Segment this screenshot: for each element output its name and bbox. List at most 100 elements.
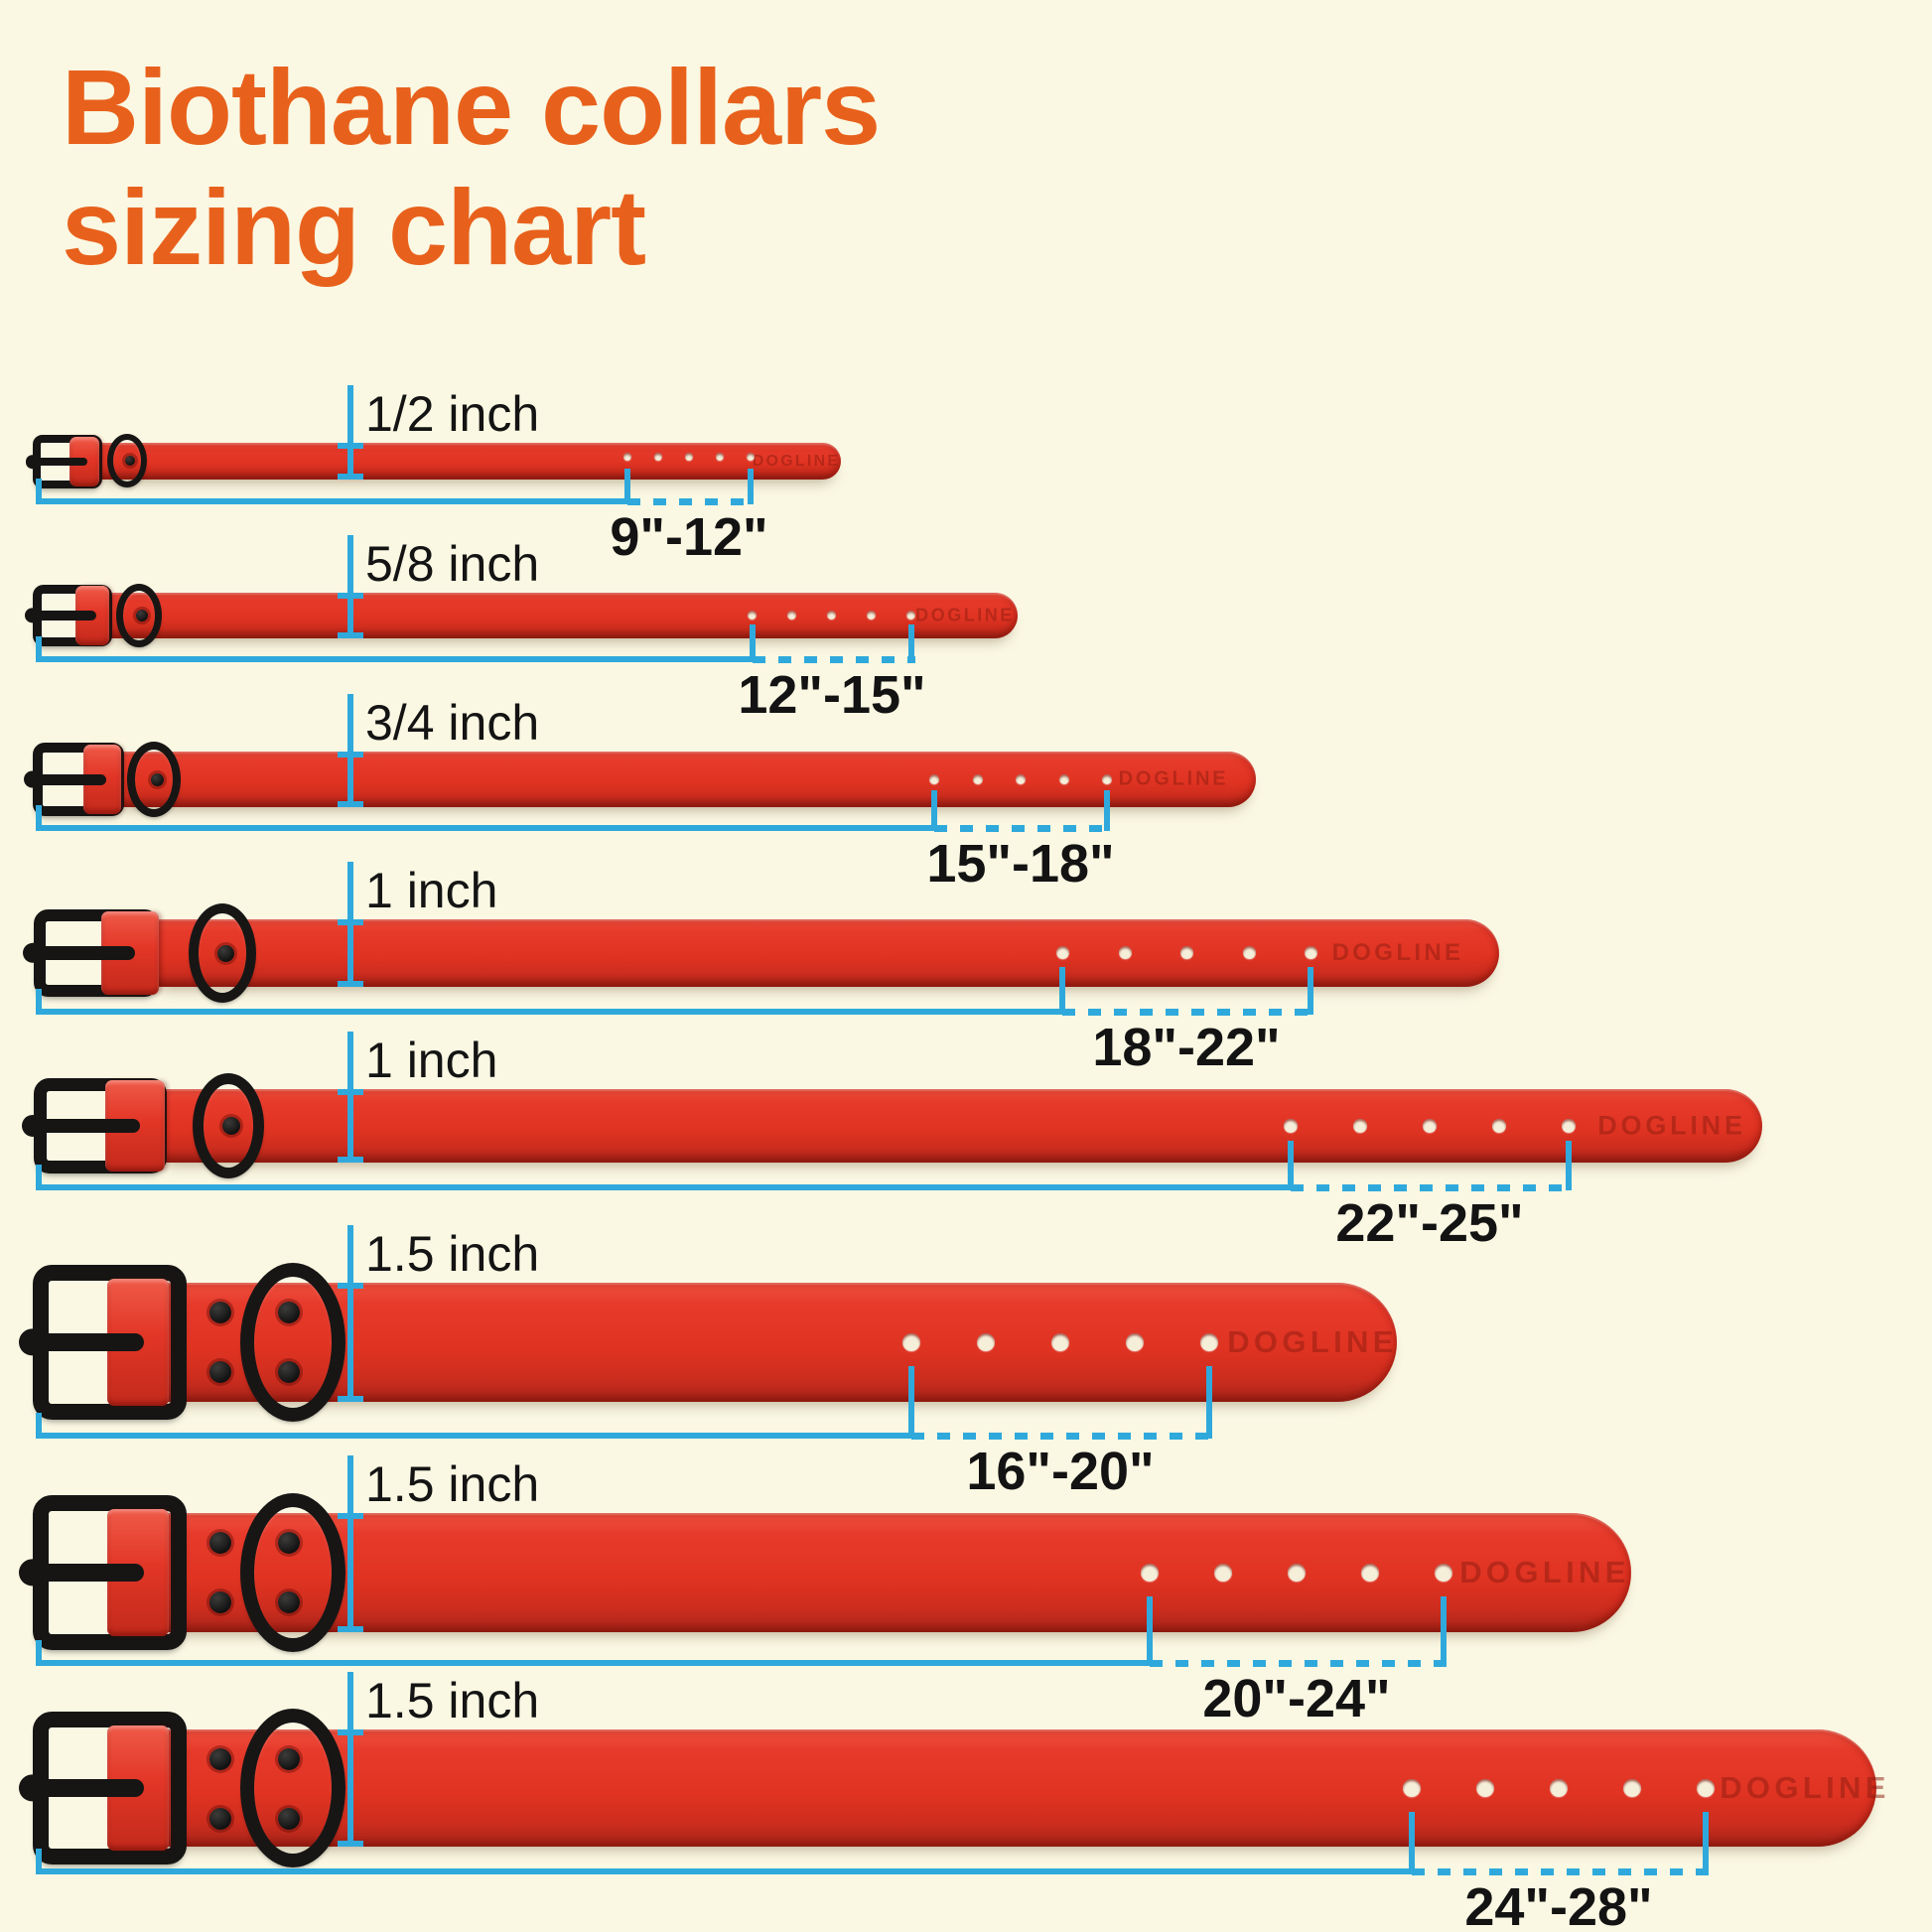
width-measure-line — [338, 694, 363, 807]
d-ring — [127, 742, 181, 817]
hole — [1423, 1119, 1437, 1133]
collar-width-label: 1 inch — [365, 863, 498, 918]
hole — [1214, 1564, 1232, 1582]
hole — [929, 774, 939, 784]
rivet — [209, 1748, 231, 1770]
rivet — [278, 1532, 300, 1554]
rivet — [278, 1302, 300, 1323]
d-ring — [189, 903, 256, 1003]
size-range-label: 9"-12" — [610, 507, 768, 567]
buckle-prong-icon — [23, 1333, 145, 1351]
collar-strap — [103, 593, 1018, 638]
collar-width-label: 1/2 inch — [365, 386, 540, 442]
bracket-tick-last-hole — [1441, 1596, 1447, 1666]
rivet — [150, 772, 164, 786]
brand-emboss: DOGLINE — [1227, 1324, 1398, 1359]
hole — [1118, 946, 1132, 959]
adjustment-holes — [1056, 946, 1317, 959]
hole — [1200, 1333, 1218, 1351]
buckle-prong-icon — [27, 773, 106, 785]
adjustment-holes — [1141, 1564, 1452, 1582]
size-range-label: 18"-22" — [1092, 1018, 1281, 1077]
buckle-prong-icon — [27, 611, 96, 621]
hole — [623, 453, 631, 461]
page-title-line-2: sizing chart — [62, 166, 646, 287]
bracket-tick-first-hole — [931, 790, 937, 831]
buckle-prong-icon — [23, 1779, 145, 1797]
rivet — [222, 1117, 240, 1135]
bracket-tick-last-hole — [908, 624, 914, 662]
bracket-dashed-line — [753, 656, 915, 663]
rivet — [216, 944, 234, 962]
width-measure-line — [338, 1032, 363, 1163]
hole — [1492, 1119, 1506, 1133]
collar-strap — [162, 1513, 1631, 1632]
hole — [1141, 1564, 1159, 1582]
rivet — [136, 610, 148, 621]
hole — [748, 611, 757, 620]
hole — [1016, 774, 1026, 784]
size-range-label: 20"-24" — [1202, 1669, 1391, 1728]
brand-emboss: DOGLINE — [1331, 939, 1464, 966]
size-range-label: 15"-18" — [926, 834, 1115, 894]
bracket-solid-line — [36, 1640, 1150, 1666]
hole — [685, 453, 693, 461]
brand-emboss: DOGLINE — [1720, 1770, 1890, 1805]
hole — [867, 611, 876, 620]
brand-emboss: DOGLINE — [915, 605, 1015, 625]
hole — [1697, 1779, 1715, 1797]
buckle-prong-icon — [23, 1564, 145, 1582]
bracket-dashed-line — [627, 498, 755, 505]
bracket-tick-last-hole — [1308, 966, 1313, 1015]
bracket-tick-last-hole — [1566, 1140, 1572, 1190]
width-measure-line — [338, 385, 363, 480]
hole — [1361, 1564, 1379, 1582]
d-ring — [116, 584, 162, 647]
bracket-tick-first-hole — [1288, 1140, 1294, 1190]
collar-width-label: 1 inch — [365, 1033, 498, 1088]
hole — [977, 1333, 995, 1351]
hole — [1180, 946, 1193, 959]
hole — [1102, 774, 1112, 784]
collar-strap — [162, 1283, 1397, 1402]
bracket-tick-last-hole — [748, 468, 754, 504]
hole — [1623, 1779, 1641, 1797]
rivet — [209, 1591, 231, 1613]
hole — [1476, 1779, 1494, 1797]
size-range-label: 16"-20" — [966, 1442, 1155, 1501]
hole — [787, 611, 796, 620]
rivet — [209, 1302, 231, 1323]
bracket-tick-first-hole — [1409, 1811, 1415, 1874]
size-range-label: 12"-15" — [738, 665, 926, 725]
bracket-dashed-line — [1412, 1868, 1710, 1875]
hole — [1242, 946, 1256, 959]
d-ring — [240, 1263, 345, 1422]
bracket-solid-line — [36, 989, 1062, 1015]
adjustment-holes — [1284, 1119, 1576, 1133]
collar-strap — [93, 443, 841, 480]
rivet — [209, 1808, 231, 1830]
bracket-tick-first-hole — [624, 468, 630, 504]
collar-strap — [152, 919, 1499, 987]
rivet — [125, 456, 135, 466]
d-ring — [107, 434, 147, 487]
collar-width-label: 1.5 inch — [365, 1226, 540, 1282]
rivet — [278, 1361, 300, 1383]
rivet — [209, 1361, 231, 1383]
brand-emboss: DOGLINE — [1597, 1110, 1746, 1141]
size-range-label: 22"-25" — [1335, 1193, 1524, 1253]
size-range-label: 24"-28" — [1464, 1877, 1653, 1932]
hole — [972, 774, 983, 784]
d-ring — [240, 1493, 345, 1652]
buckle-prong-icon — [26, 946, 135, 960]
brand-emboss: DOGLINE — [1459, 1555, 1630, 1589]
width-measure-line — [338, 1455, 363, 1632]
bracket-tick-first-hole — [1147, 1596, 1153, 1666]
rivet — [278, 1591, 300, 1613]
